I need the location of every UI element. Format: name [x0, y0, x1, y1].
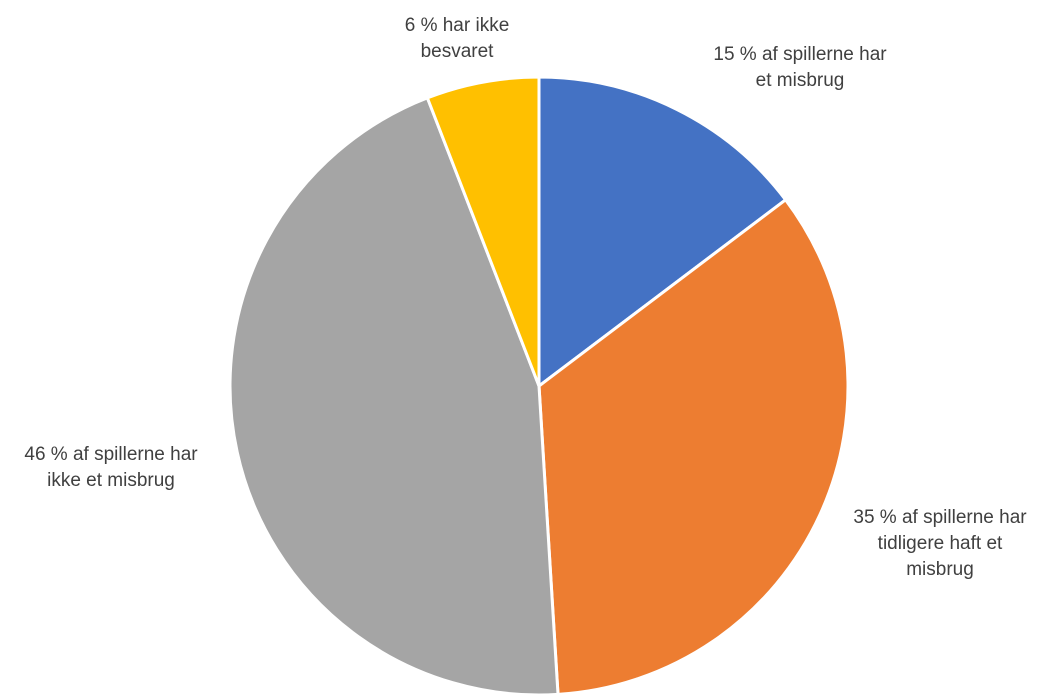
- pie-slice-label-1: 15 % af spillerne har et misbrug: [713, 44, 887, 91]
- pie-labels: 15 % af spillerne har et misbrug 35 % af s…: [24, 15, 1027, 580]
- pie-slice-label-line: et misbrug: [756, 70, 845, 91]
- pie-slice-label-line: misbrug: [906, 559, 974, 580]
- pie-slice-label-3: 46 % af spillerne har ikke et misbrug: [24, 444, 198, 491]
- pie-slice-label-line: 35 % af spillerne har: [853, 507, 1027, 528]
- pie-slice-1: [537, 75, 788, 388]
- pie-slice-label-2: 35 % af spillerne har tidligere haft et mi…: [853, 507, 1027, 580]
- pie-slices: [228, 75, 850, 695]
- pie-slice-label-line: 46 % af spillerne har: [24, 444, 198, 465]
- pie-slice-label-line: besvaret: [421, 41, 495, 62]
- pie-slice-label-line: tidligere haft et: [878, 533, 1003, 554]
- pie-slice-label-4: 6 % har ikke besvaret: [405, 15, 510, 62]
- pie-slice-4: [425, 75, 541, 388]
- pie-slice-label-line: 6 % har ikke: [405, 15, 510, 36]
- pie-slice-label-line: 15 % af spillerne har: [713, 44, 887, 65]
- pie-slice-label-line: ikke et misbrug: [47, 470, 175, 491]
- pie-slice-3: [228, 96, 560, 695]
- pie-slice-2: [537, 198, 850, 695]
